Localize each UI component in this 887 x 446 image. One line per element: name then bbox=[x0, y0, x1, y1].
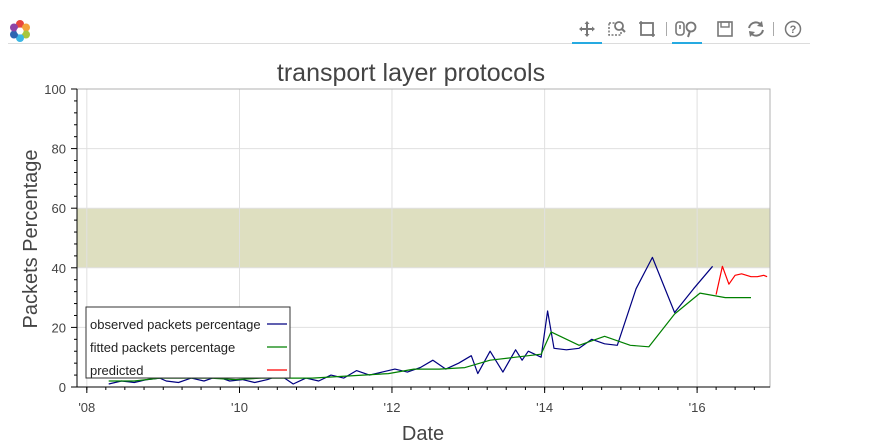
highlight-band bbox=[77, 208, 770, 268]
y-tick-label: 80 bbox=[52, 142, 66, 157]
move-arrows-icon bbox=[579, 21, 595, 37]
toolbar-separator bbox=[773, 22, 774, 36]
chart-title: transport layer protocols bbox=[277, 59, 545, 87]
x-tick-label: '12 bbox=[383, 400, 400, 415]
y-tick-label: 20 bbox=[52, 320, 66, 335]
x-tick-label: '10 bbox=[231, 400, 248, 415]
y-tick-label: 60 bbox=[52, 201, 66, 216]
resize-frame-icon bbox=[639, 21, 655, 37]
x-tick-label: '16 bbox=[689, 400, 706, 415]
wheel-zoom-tool-button[interactable] bbox=[672, 14, 702, 44]
legend-label-2: fitted packets percentage bbox=[90, 340, 235, 355]
series-line-1 bbox=[108, 256, 714, 385]
resize-tool-button[interactable] bbox=[632, 14, 662, 44]
x-tick-label: '08 bbox=[78, 400, 95, 415]
y-tick-label: 40 bbox=[52, 261, 66, 276]
wheel-zoom-icon bbox=[675, 21, 697, 38]
svg-text:?: ? bbox=[790, 24, 797, 36]
pan-tool-button[interactable] bbox=[572, 14, 602, 44]
y-tick-label: 0 bbox=[59, 380, 66, 395]
x-tick-label: '14 bbox=[536, 400, 553, 415]
legend-label-3: predicted bbox=[90, 363, 143, 378]
legend-label-1: observed packets percentage bbox=[90, 317, 261, 332]
legend: observed packets percentage fitted packet… bbox=[85, 306, 291, 379]
reset-tool-button[interactable] bbox=[741, 14, 771, 44]
save-tool-button[interactable] bbox=[710, 14, 740, 44]
x-axis-label: Date bbox=[402, 423, 444, 445]
plot-area: 0 20 40 60 80 100 '08 '10 '12 '14 '16 bbox=[44, 82, 771, 415]
help-question-icon: ? bbox=[784, 20, 802, 38]
box-zoom-icon bbox=[608, 21, 626, 36]
series-line-2 bbox=[108, 292, 751, 382]
series-line-3 bbox=[715, 265, 768, 295]
bokeh-logo-icon bbox=[10, 20, 30, 42]
y-tick-label: 100 bbox=[44, 82, 66, 97]
toolbar-divider bbox=[8, 43, 810, 44]
y-axis-label: Packets Percentage bbox=[20, 150, 42, 329]
reset-refresh-icon bbox=[748, 21, 764, 37]
box-zoom-tool-button[interactable] bbox=[602, 14, 632, 44]
legend-frame bbox=[85, 306, 291, 379]
save-disk-icon bbox=[717, 21, 733, 37]
toolbar-separator bbox=[666, 22, 667, 36]
help-tool-button[interactable]: ? bbox=[778, 14, 808, 44]
